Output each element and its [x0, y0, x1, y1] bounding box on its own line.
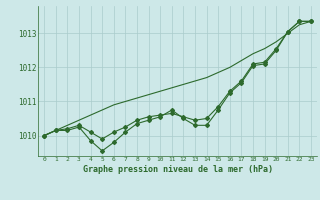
- X-axis label: Graphe pression niveau de la mer (hPa): Graphe pression niveau de la mer (hPa): [83, 165, 273, 174]
